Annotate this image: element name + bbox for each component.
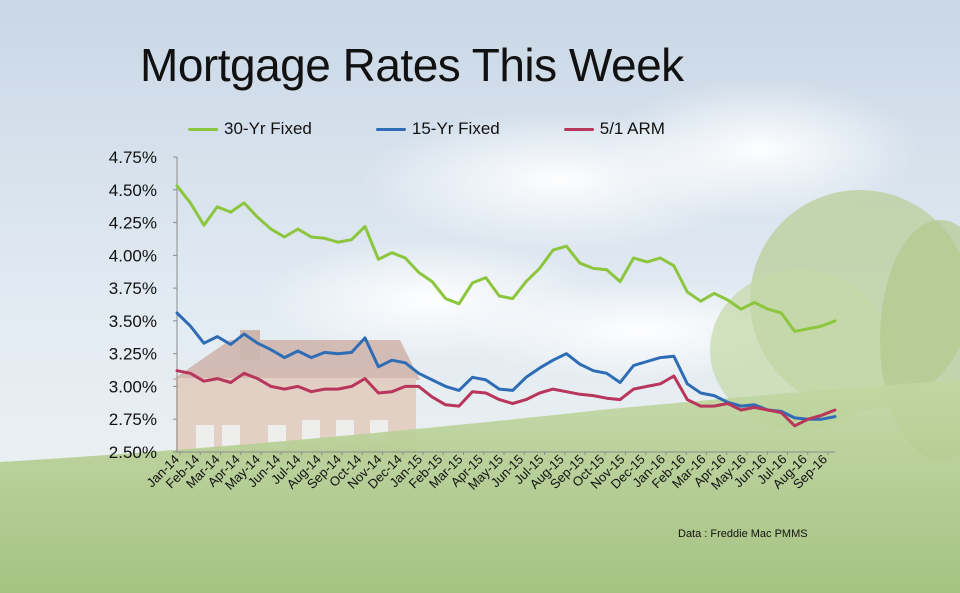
y-tick-label: 4.75% — [109, 148, 157, 167]
lawn-shape — [0, 380, 960, 593]
y-tick-label: 4.00% — [109, 246, 157, 265]
series-line-30yr — [175, 184, 837, 333]
y-tick-label: 3.75% — [109, 279, 157, 298]
legend-item-15yr: 15-Yr Fixed — [375, 119, 500, 139]
legend-item-arm: 5/1 ARM — [563, 119, 665, 139]
series-line-arm — [175, 369, 837, 428]
legend-label-30yr: 30-Yr Fixed — [224, 119, 312, 138]
y-tick-label: 2.50% — [109, 443, 157, 462]
chart-title: Mortgage Rates This Week — [140, 39, 684, 91]
y-tick-label: 4.25% — [109, 214, 157, 233]
legend-swatch-15yr — [375, 127, 406, 131]
y-tick-label: 3.25% — [109, 345, 157, 364]
y-tick-label: 3.50% — [109, 312, 157, 331]
y-tick-label: 2.75% — [109, 410, 157, 429]
legend-label-15yr: 15-Yr Fixed — [411, 119, 500, 138]
chart-legend: 30-Yr Fixed 15-Yr Fixed 5/1 ARM — [188, 118, 729, 140]
legend-swatch-30yr — [188, 127, 218, 131]
legend-swatch-arm — [563, 127, 594, 131]
y-tick-label: 3.00% — [109, 377, 157, 396]
y-tick-label: 4.50% — [109, 181, 157, 200]
legend-label-arm: 5/1 ARM — [599, 119, 665, 138]
legend-item-30yr: 30-Yr Fixed — [188, 119, 312, 139]
cloud-shape — [600, 80, 920, 220]
source-note: Data : Freddie Mac PMMS — [678, 528, 808, 540]
series-line-15yr — [175, 311, 837, 421]
